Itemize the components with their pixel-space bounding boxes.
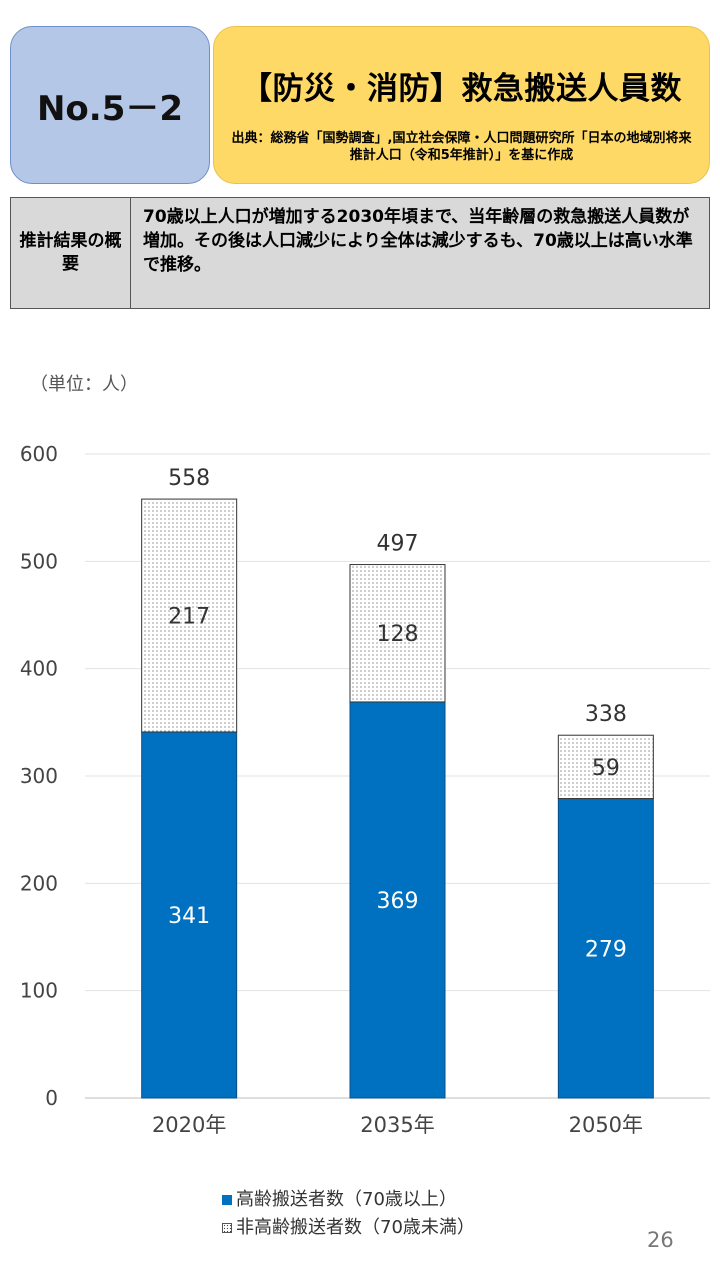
legend-swatch-solid — [222, 1195, 232, 1205]
bar-value-label: 369 — [377, 889, 419, 914]
y-tick-label: 0 — [45, 1086, 58, 1110]
legend-item-non-elderly: 非高齢搬送者数（70歳未満） — [222, 1214, 475, 1242]
bar-segment-non-elderly — [349, 564, 446, 703]
legend-label: 非高齢搬送者数（70歳未満） — [236, 1217, 475, 1238]
bar-segment-elderly — [141, 731, 238, 1099]
bar-segment-elderly — [557, 798, 654, 1099]
summary-text: 70歳以上人口が増加する2030年頃まで、当年齢層の救急搬送人員数が増加。その後… — [131, 198, 709, 308]
y-tick-label: 600 — [20, 442, 58, 466]
bar-segment-elderly — [349, 701, 446, 1099]
legend-item-elderly: 高齢搬送者数（70歳以上） — [222, 1186, 475, 1214]
bar-total-label: 558 — [168, 466, 210, 491]
y-tick-label: 300 — [20, 764, 58, 788]
x-tick-label: 2050年 — [569, 1113, 643, 1137]
stacked-bar-chart: 0 100 200 300 400 500 600 341 217 558 2020年 369 128 4… — [20, 442, 710, 1137]
bar-segment-non-elderly — [557, 734, 654, 800]
page-number: 26 — [647, 1228, 674, 1252]
source-note: 出典：総務省「国勢調査」,国立社会保障・人口問題研究所「日本の地域別将来推計人口… — [231, 131, 692, 163]
title-panel: 【防災・消防】救急搬送人員数 出典：総務省「国勢調査」,国立社会保障・人口問題研… — [213, 26, 710, 184]
y-tick-label: 400 — [20, 657, 58, 681]
bar-value-label: 217 — [168, 605, 210, 630]
legend-label: 高齢搬送者数（70歳以上） — [236, 1189, 457, 1210]
y-tick-label: 100 — [20, 979, 58, 1003]
slide-number-badge: No.5－2 — [10, 26, 210, 184]
summary-label: 推計結果の概要 — [11, 198, 131, 308]
page-title: 【防災・消防】救急搬送人員数 — [241, 71, 682, 107]
y-tick-label: 500 — [20, 549, 58, 573]
x-tick-label: 2035年 — [360, 1113, 434, 1137]
bar-value-label: 279 — [585, 937, 627, 962]
legend-swatch-dotted — [222, 1223, 232, 1233]
bar-value-label: 59 — [592, 756, 620, 781]
unit-label: （単位：人） — [30, 374, 138, 395]
x-tick-label: 2020年 — [152, 1113, 226, 1137]
bar-total-label: 338 — [585, 702, 627, 727]
bar-segment-non-elderly — [141, 498, 238, 733]
bar-value-label: 128 — [377, 622, 419, 647]
summary-table: 推計結果の概要 70歳以上人口が増加する2030年頃まで、当年齢層の救急搬送人員… — [10, 197, 710, 309]
bar-total-label: 497 — [377, 532, 419, 557]
y-tick-label: 200 — [20, 871, 58, 895]
legend: 高齢搬送者数（70歳以上） 非高齢搬送者数（70歳未満） — [222, 1186, 475, 1242]
bar-value-label: 341 — [168, 904, 210, 929]
